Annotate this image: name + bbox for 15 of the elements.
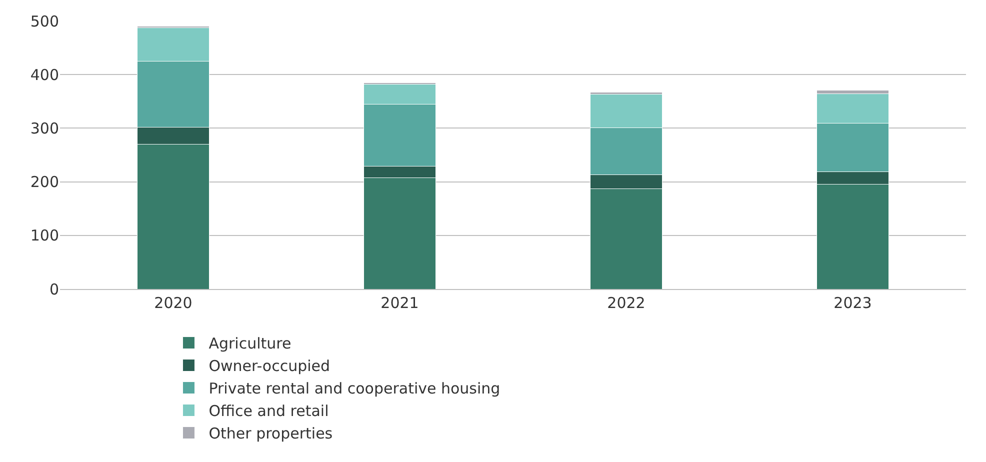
y-tick-label: 400 — [30, 66, 59, 84]
y-tick-label: 300 — [30, 119, 59, 138]
y-tick-label: 0 — [49, 280, 59, 298]
x-tick-label: 2022 — [607, 294, 646, 312]
legend-label: Owner-occupied — [208, 357, 330, 376]
x-tick-label: 2021 — [380, 294, 419, 312]
legend-label: Other properties — [208, 424, 333, 443]
x-tick-label: 2020 — [154, 294, 192, 312]
y-tick-label: 200 — [30, 173, 59, 192]
x-tick-label: 2023 — [834, 294, 872, 312]
y-tick-label: 100 — [30, 226, 59, 245]
legend-label: Private rental and cooperative housing — [208, 380, 500, 398]
legend-label: Office and retail — [208, 402, 329, 420]
y-tick-label: 500 — [30, 12, 59, 30]
legend-label: Agriculture — [208, 334, 292, 353]
